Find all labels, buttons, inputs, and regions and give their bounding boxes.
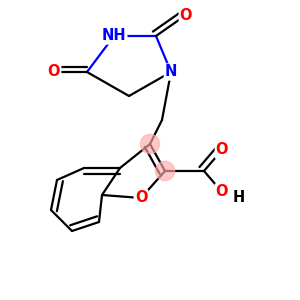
Text: H: H [232,190,244,206]
Circle shape [155,161,175,181]
Circle shape [140,134,160,154]
Text: O: O [180,8,192,22]
Text: O: O [135,190,147,206]
Text: O: O [216,184,228,200]
Text: O: O [48,64,60,80]
Text: O: O [216,142,228,158]
Text: NH: NH [102,28,126,44]
Text: N: N [165,64,177,80]
